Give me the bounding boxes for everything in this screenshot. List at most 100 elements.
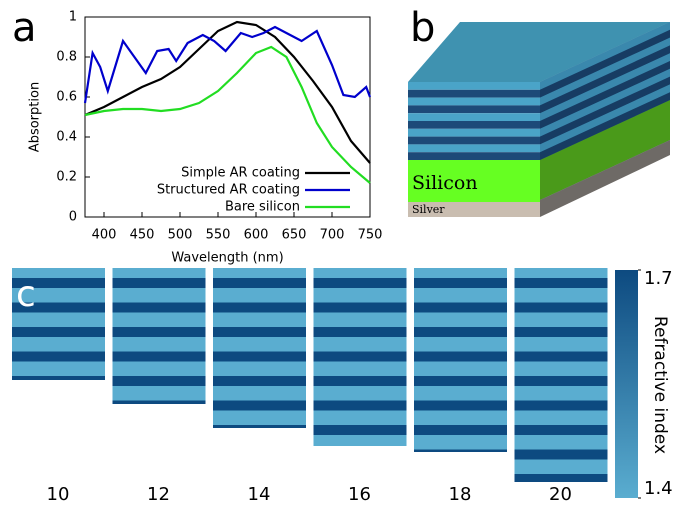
stack-layer <box>112 376 206 386</box>
stripe <box>408 136 540 145</box>
stack-layer <box>213 351 306 362</box>
stripe <box>540 76 670 145</box>
stripe <box>540 84 670 153</box>
stack-label: 18 <box>449 484 472 505</box>
stack-layer <box>12 302 105 313</box>
stack-layer <box>213 278 306 288</box>
stripe <box>408 152 540 160</box>
stack-layer <box>213 376 306 386</box>
stack-layer <box>514 302 608 313</box>
stack-layer <box>514 278 608 288</box>
stack-layer <box>313 425 407 435</box>
stripe <box>540 22 670 90</box>
stripe <box>540 45 670 114</box>
stripe <box>408 113 540 121</box>
stripe <box>408 97 540 106</box>
stripe <box>540 29 670 98</box>
y-tick-label: 0.6 <box>56 90 77 105</box>
y-tick-label: 0.4 <box>56 130 77 145</box>
plot-frame <box>84 16 371 218</box>
stack-layer <box>313 376 407 386</box>
stripe <box>540 53 670 122</box>
stack-layer <box>414 449 507 452</box>
colorbar <box>615 270 638 498</box>
x-tick-label: 600 <box>244 228 269 243</box>
stack-layer <box>414 400 507 411</box>
y-axis-title: Absorption <box>28 82 43 152</box>
stack-layer <box>313 302 407 313</box>
panel-label: b <box>410 5 435 51</box>
legend-label: Structured AR coating <box>157 183 300 198</box>
stack-layer <box>514 376 608 386</box>
line <box>84 45 371 184</box>
stripe <box>408 105 540 114</box>
stack-layer <box>313 351 407 362</box>
stack-layer <box>112 302 206 313</box>
stack-layer <box>313 400 407 411</box>
stack-layer <box>514 474 608 482</box>
x-tick-label: 550 <box>206 228 231 243</box>
stack-layer <box>414 351 507 362</box>
layer-diagram <box>408 22 670 217</box>
colorbar-tick-label: 1.7 <box>644 268 673 289</box>
stack-layer <box>414 425 507 435</box>
stack-layer <box>112 351 206 362</box>
stack-label: 12 <box>147 484 170 505</box>
y-tick-label: 0.8 <box>56 50 77 65</box>
stack-label: 14 <box>248 484 271 505</box>
x-tick-label: 450 <box>130 228 155 243</box>
stack-layer <box>12 376 105 380</box>
stack-layer <box>514 425 608 435</box>
stripe <box>408 82 540 90</box>
x-tick-label: 750 <box>358 228 383 243</box>
stack-layer <box>313 278 407 288</box>
colorbar-tick-label: 1.4 <box>644 478 673 499</box>
x-tick-label: 500 <box>168 228 193 243</box>
panel-label: a <box>12 5 37 51</box>
colorbar-title: Refractive index <box>650 316 670 454</box>
stack-layer <box>213 400 306 411</box>
x-axis-title: Wavelength (nm) <box>171 251 283 266</box>
silver-label: Silver <box>412 203 445 216</box>
stack-layer <box>112 400 206 404</box>
panel-label: c <box>16 274 36 315</box>
silicon-label: Silicon <box>412 172 478 194</box>
stack-layer <box>514 351 608 362</box>
y-tick-label: 0.2 <box>56 170 77 185</box>
stacks <box>12 268 608 482</box>
stack-layer <box>213 425 306 428</box>
line <box>83 25 372 104</box>
stripe <box>408 121 540 129</box>
x-tick-label: 400 <box>92 228 117 243</box>
stack-layer <box>414 327 507 337</box>
stack-label: 10 <box>47 484 70 505</box>
stack-layer <box>414 278 507 288</box>
stack-label: 16 <box>348 484 371 505</box>
stripe <box>540 37 670 106</box>
stripe <box>540 92 670 160</box>
stack-layer <box>414 376 507 386</box>
stack-layer <box>514 327 608 337</box>
stack-layer <box>213 302 306 313</box>
stripe <box>540 68 670 137</box>
stack-layer <box>514 400 608 411</box>
stack-layer <box>112 278 206 288</box>
stack-layer <box>12 351 105 362</box>
stripe <box>408 144 540 153</box>
stripe <box>540 61 670 129</box>
stripe <box>408 128 540 137</box>
y-tick-label: 0 <box>69 210 77 225</box>
line <box>84 20 371 164</box>
stack-layer <box>112 327 206 337</box>
stripe <box>408 89 540 98</box>
legend-label: Simple AR coating <box>181 166 300 181</box>
stack-layer <box>12 278 105 288</box>
legend-label: Bare silicon <box>225 200 300 215</box>
stack-layer <box>514 449 608 460</box>
stack-layer <box>313 327 407 337</box>
stack-label: 20 <box>549 484 572 505</box>
x-tick-label: 700 <box>320 228 345 243</box>
stack-layer <box>213 327 306 337</box>
stack-layer <box>414 302 507 313</box>
